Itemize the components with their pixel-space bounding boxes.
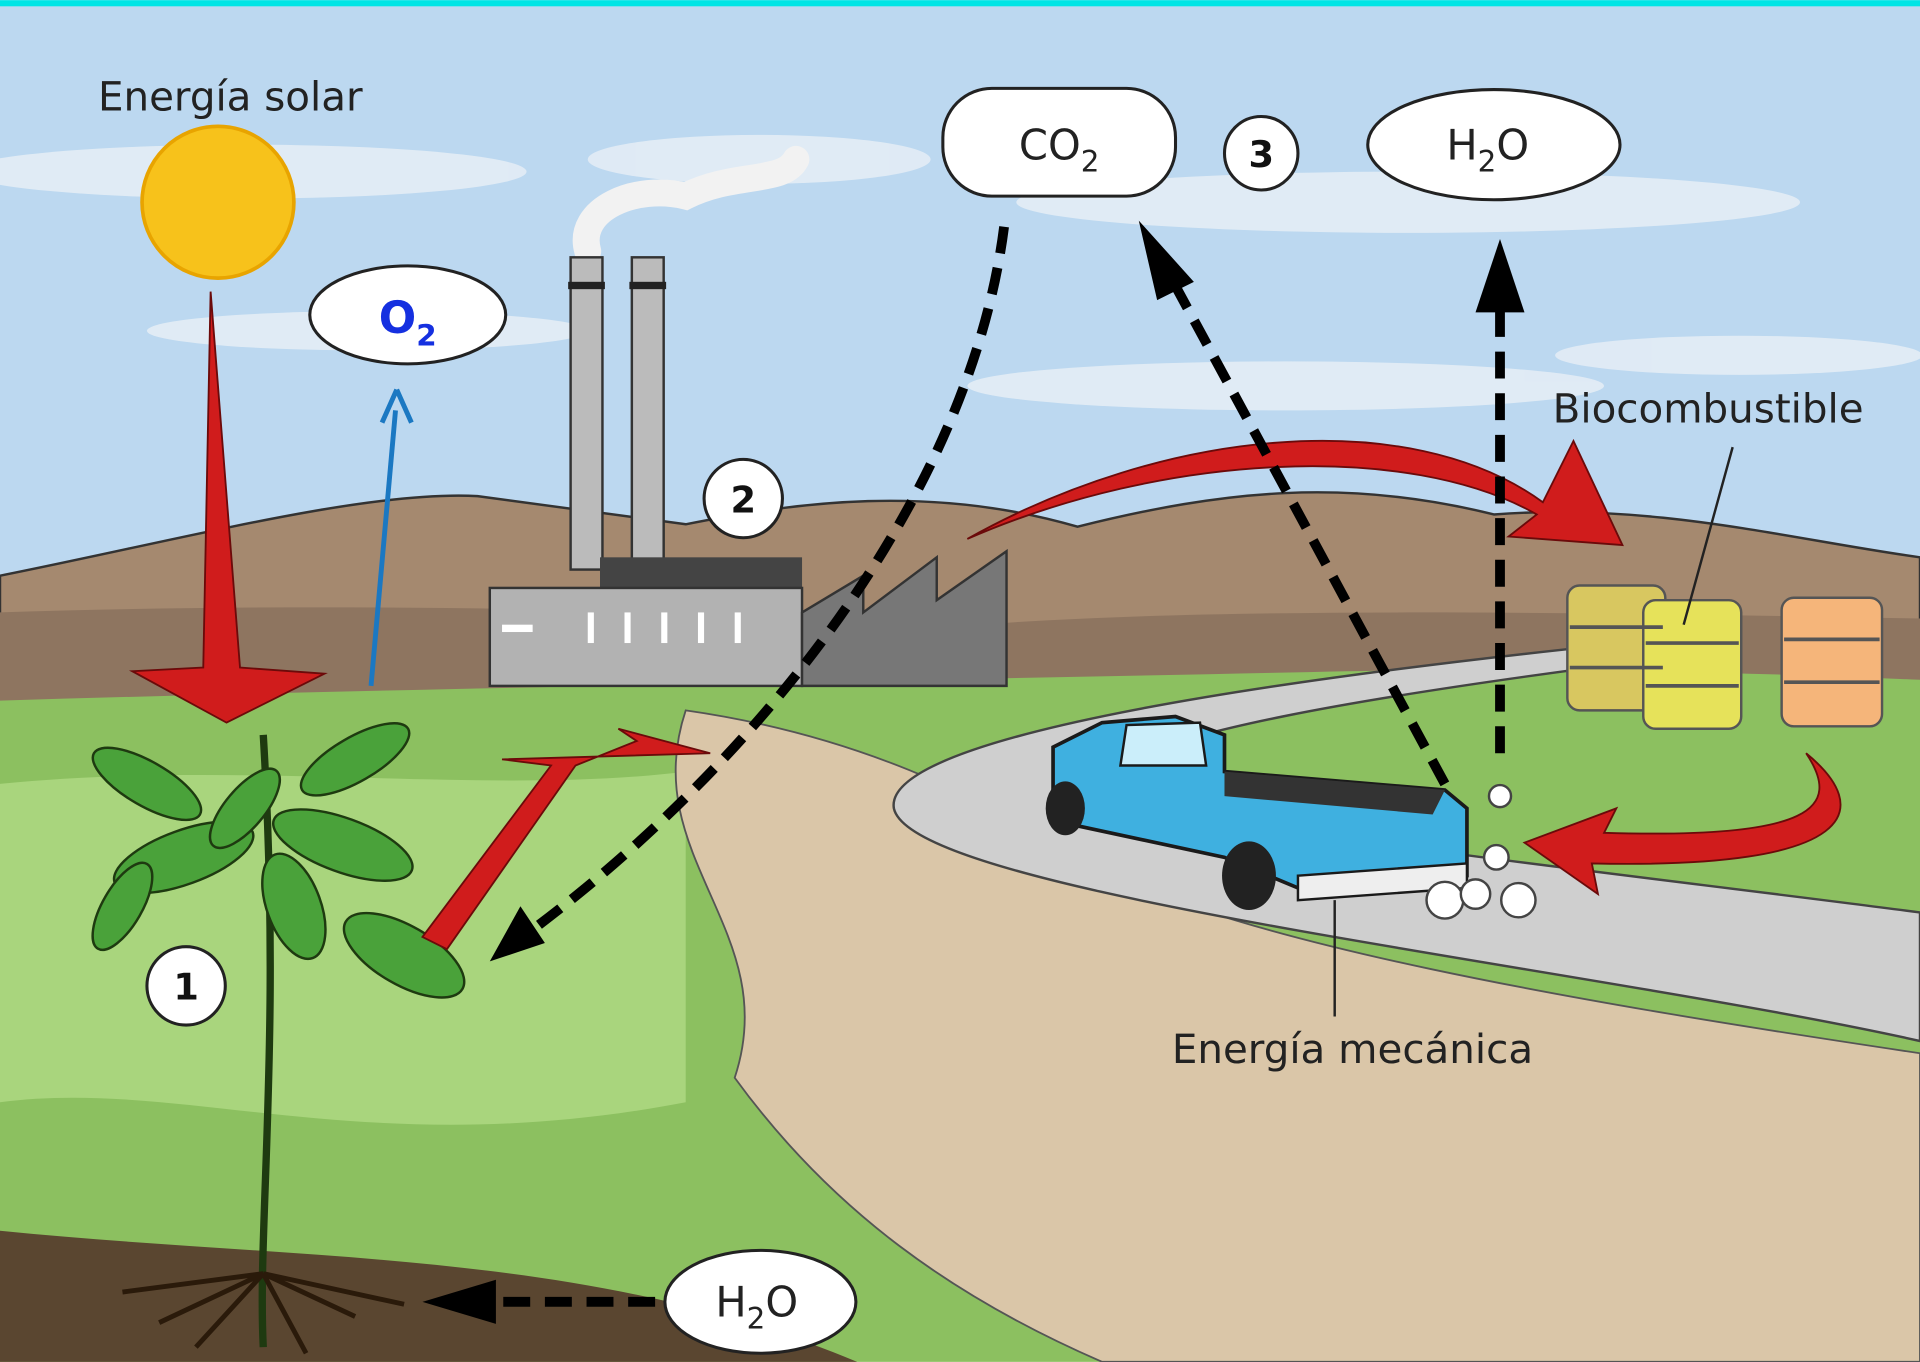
step-number: 3: [1248, 133, 1274, 176]
truck-part-part: [1484, 845, 1508, 869]
background-part-part: [1555, 336, 1920, 375]
factory-part: [490, 588, 802, 686]
truck-part: [1222, 841, 1276, 910]
background-part: [0, 0, 1920, 6]
factory-part-part: [735, 612, 741, 643]
truck-part: [1120, 723, 1206, 766]
truck-part-part: [1461, 879, 1490, 908]
factory-part-part: [698, 612, 704, 643]
co2-main: CO: [1019, 120, 1081, 169]
factory-part: [632, 257, 664, 569]
factory-part-part: [588, 612, 594, 643]
fuel-barrels-part: [1643, 600, 1741, 729]
truck-part-part: [1501, 883, 1535, 917]
sun: [142, 126, 294, 278]
h2o-top-tail: O: [1496, 120, 1529, 169]
factory-part-part: [502, 625, 533, 632]
factory-part: [571, 257, 603, 569]
diagram: Energía solar Biocombustible Energía mec…: [0, 0, 1920, 1362]
h2o-top-sub: 2: [1478, 145, 1497, 179]
page: Energía solar Biocombustible Energía mec…: [0, 0, 1920, 1362]
factory-part-part: [661, 612, 667, 643]
mechanical-energy-label: Energía mecánica: [1172, 1025, 1533, 1073]
h2o-top-main: H: [1446, 120, 1477, 169]
fuel-barrels-part: [1782, 598, 1882, 727]
o2-main: O: [379, 293, 416, 344]
truck-part-part: [1427, 882, 1464, 919]
factory-part-part: [624, 612, 630, 643]
h2o-bottom-sub: 2: [747, 1302, 766, 1336]
truck-part-part: [1489, 785, 1511, 807]
o2-sub: 2: [416, 318, 436, 352]
biofuel-label: Biocombustible: [1553, 385, 1864, 433]
h2o-bottom-tail: O: [765, 1278, 798, 1327]
step-number: 1: [173, 966, 199, 1009]
sun-part: [142, 126, 294, 278]
factory-part: [629, 282, 666, 289]
co2-sub: 2: [1081, 145, 1100, 179]
solar-energy-label: Energía solar: [98, 72, 363, 120]
truck-part: [1046, 781, 1085, 835]
background-part-part: [967, 361, 1604, 410]
h2o-bottom-main: H: [715, 1278, 746, 1327]
factory-part: [568, 282, 605, 289]
step-number: 2: [730, 478, 756, 521]
